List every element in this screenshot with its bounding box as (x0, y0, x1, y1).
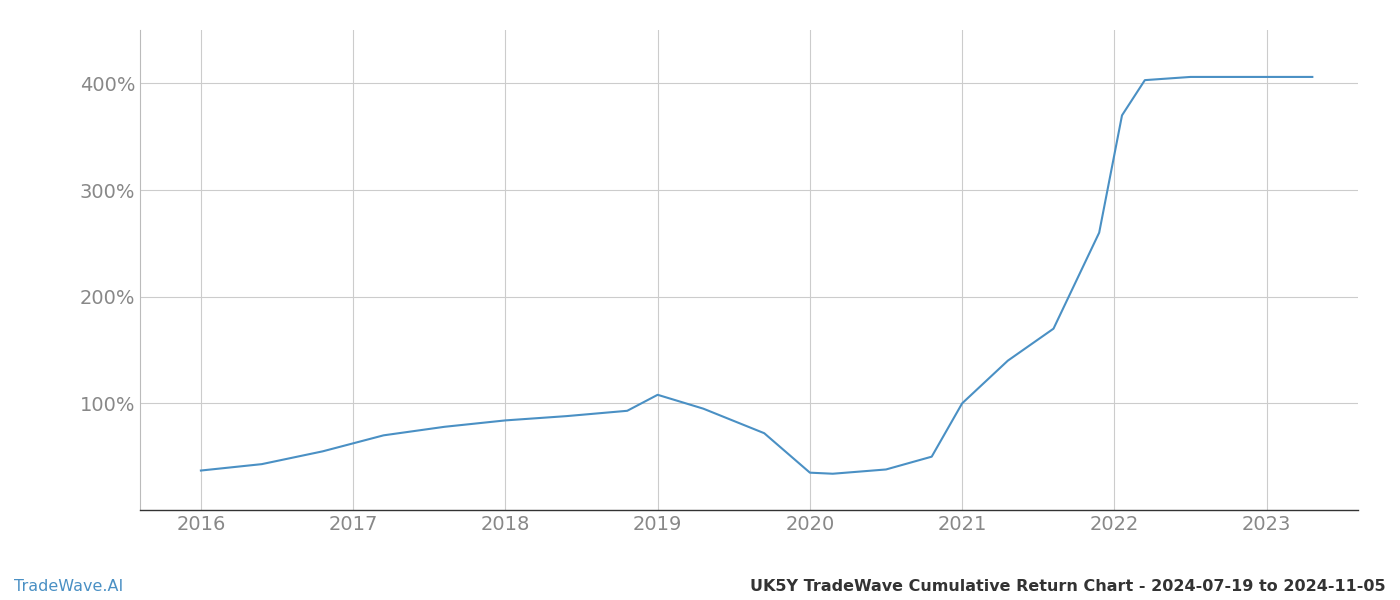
Text: TradeWave.AI: TradeWave.AI (14, 579, 123, 594)
Text: UK5Y TradeWave Cumulative Return Chart - 2024-07-19 to 2024-11-05: UK5Y TradeWave Cumulative Return Chart -… (750, 579, 1386, 594)
